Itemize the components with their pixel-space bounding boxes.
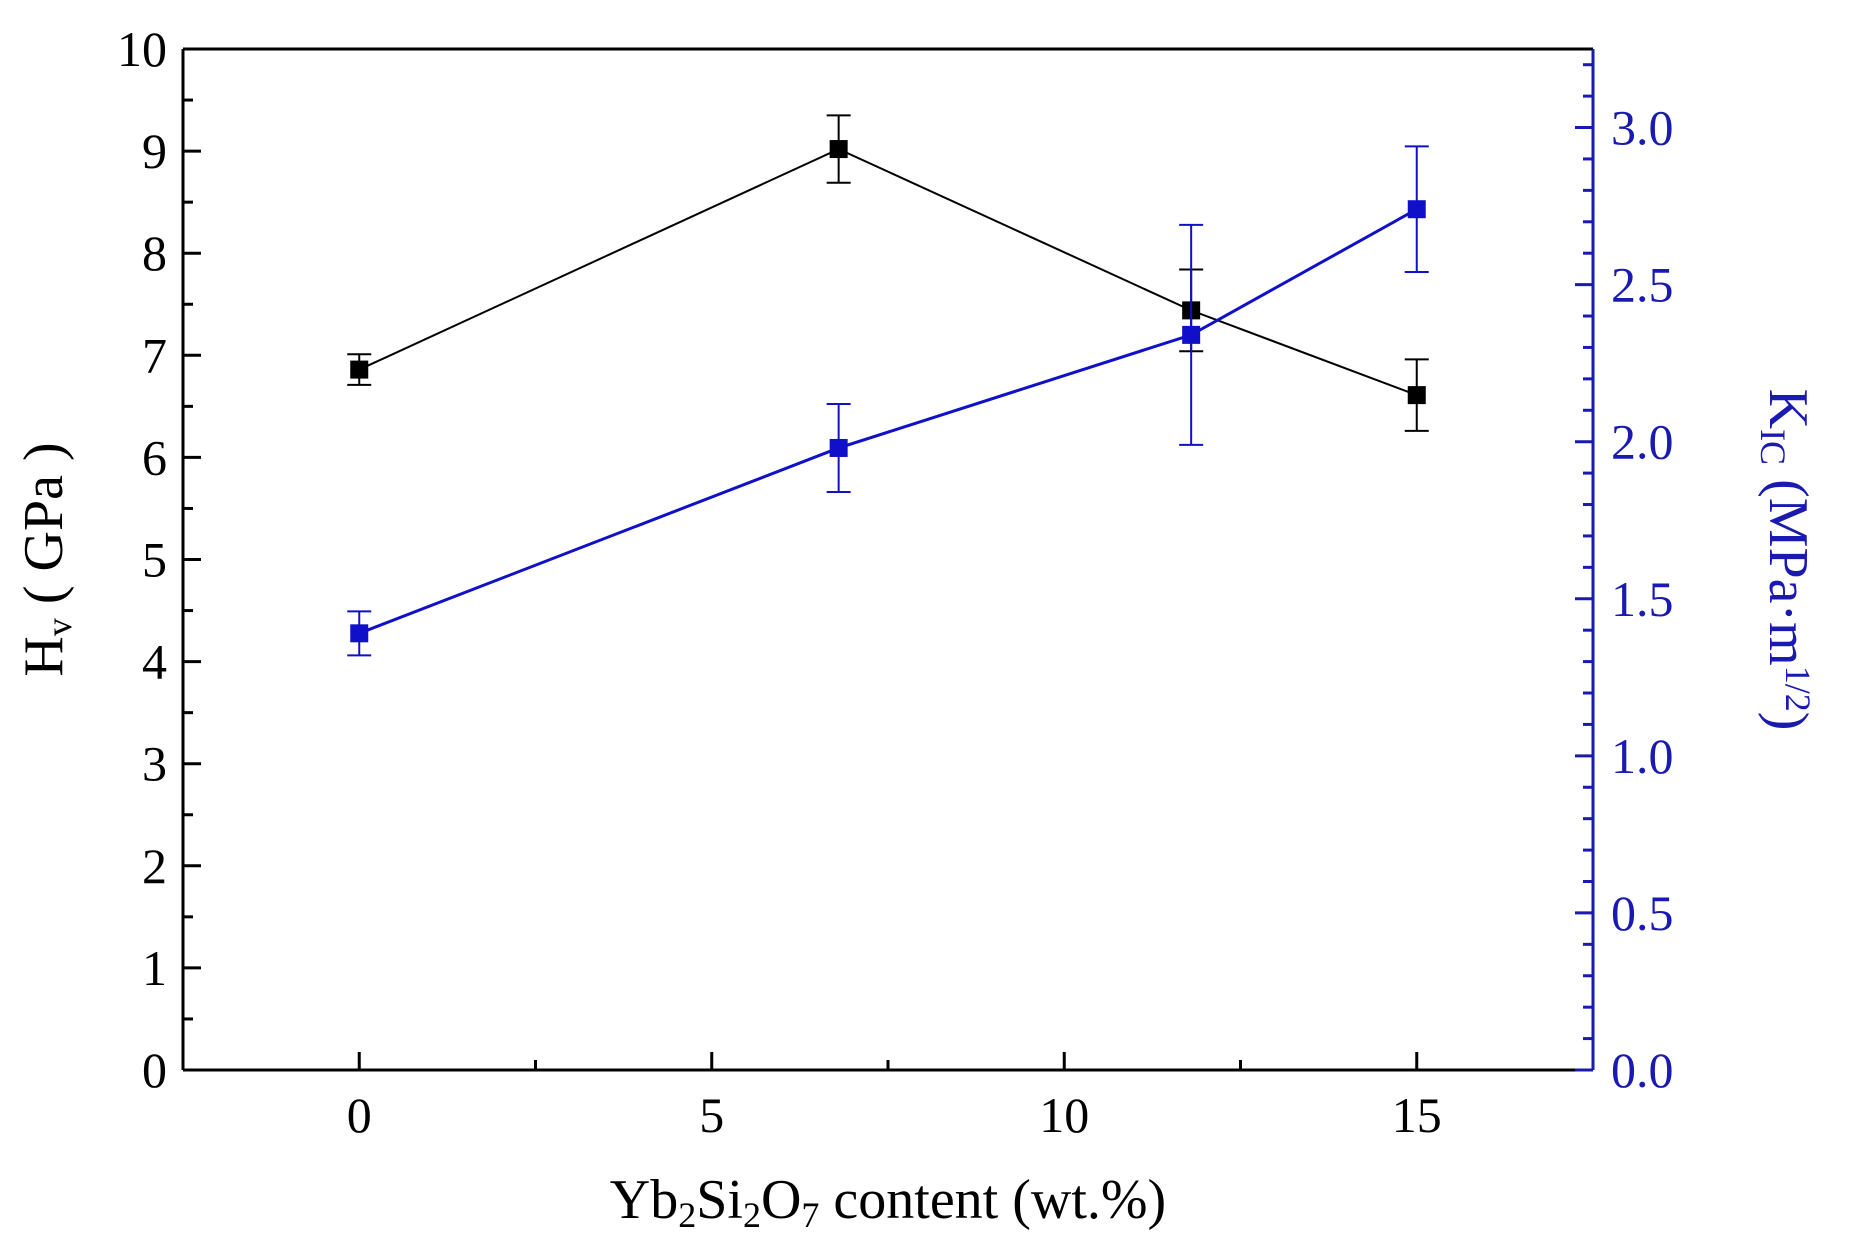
right-tick-label: 1.5 [1611, 571, 1674, 627]
right-tick-label: 0.0 [1611, 1042, 1674, 1098]
left-tick-label: 2 [142, 838, 167, 894]
left-tick-label: 7 [142, 327, 167, 383]
left-tick-label: 5 [142, 532, 167, 588]
x-axis-title: Yb2Si2O7 content (wt.%) [610, 1169, 1166, 1235]
left-tick-label: 8 [142, 225, 167, 281]
data-point-kic [1182, 325, 1201, 344]
left-tick-label: 10 [117, 21, 167, 77]
left-tick-label: 1 [142, 940, 167, 996]
left-tick-label: 9 [142, 123, 167, 179]
data-point-kic [1407, 200, 1426, 219]
right-y-axis-title: KIC (MPa·m1/2) [1753, 389, 1819, 731]
x-tick-label: 5 [699, 1087, 724, 1143]
data-point-hv [829, 140, 848, 159]
left-y-axis: 0 1 2 3 4 5 6 7 8 9 10 [117, 21, 201, 1098]
x-tick-label: 15 [1392, 1087, 1442, 1143]
plot-frame [181, 47, 1595, 1072]
right-tick-label: 0.5 [1611, 885, 1674, 941]
series-hv [347, 114, 1429, 432]
data-point-kic [350, 624, 369, 643]
left-tick-label: 6 [142, 429, 167, 485]
right-y-axis: 0.0 0.5 1.0 1.5 2.0 2.5 3.0 [1575, 63, 1674, 1098]
right-tick-label: 2.0 [1611, 414, 1674, 470]
right-tick-label: 1.0 [1611, 728, 1674, 784]
left-tick-label: 4 [142, 634, 167, 690]
series-line-kic [358, 207, 1418, 635]
right-tick-label: 3.0 [1611, 100, 1674, 156]
left-y-axis-title: Hv ( GPa ) [13, 442, 79, 676]
series-kic [347, 145, 1429, 657]
x-tick-label: 10 [1039, 1087, 1089, 1143]
right-tick-label: 2.5 [1611, 257, 1674, 313]
data-point-kic [829, 438, 848, 457]
x-axis: 0 5 10 15 [347, 1052, 1442, 1143]
series-layer [347, 114, 1429, 657]
x-tick-label: 0 [347, 1087, 372, 1143]
left-tick-label: 0 [142, 1042, 167, 1098]
series-line-hv [358, 147, 1418, 397]
data-point-hv [1407, 386, 1426, 405]
data-point-hv [350, 360, 369, 379]
left-tick-label: 3 [142, 736, 167, 792]
